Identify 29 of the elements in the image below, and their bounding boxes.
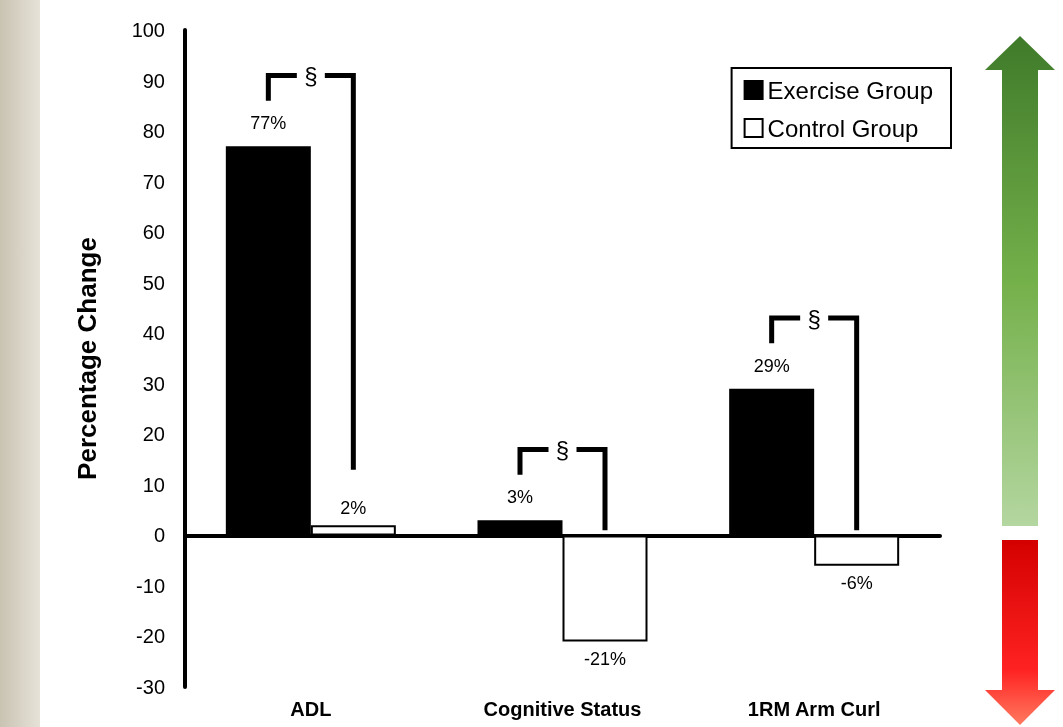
y-tick-label: -30 [136, 676, 165, 698]
y-tick-label: 20 [142, 423, 165, 446]
data-label: -21% [583, 648, 627, 669]
annotation: § [555, 435, 570, 463]
y-tick-label: 100 [131, 19, 165, 41]
data-label: 2% [340, 498, 367, 519]
annotation: § [807, 304, 821, 332]
y-tick-label: 0 [153, 524, 165, 547]
x-tick-label: Cognitive Status [483, 698, 642, 720]
y-tick-label: 80 [142, 120, 165, 143]
legend-label: Control Group [767, 114, 919, 142]
data-label: 77% [250, 113, 287, 134]
y-tick-label: 90 [142, 69, 165, 92]
annotation: § [304, 61, 318, 89]
y-tick-label: -20 [136, 625, 165, 648]
legend-label: Exercise Group [767, 76, 934, 104]
y-tick-label: 70 [142, 170, 165, 193]
x-tick-label: ADL [290, 698, 332, 720]
y-tick-label: 10 [142, 473, 165, 496]
data-label: -6% [840, 572, 873, 593]
data-label: 3% [506, 487, 534, 508]
y-tick-label: 60 [142, 221, 165, 244]
data-label: 29% [753, 355, 790, 376]
x-tick-label: 1RM Arm Curl [747, 698, 881, 720]
y-tick-label: -10 [136, 574, 165, 597]
y-tick-label: 50 [142, 271, 165, 294]
y-tick-label: 30 [142, 372, 165, 395]
y-axis-title: Percentage Change [72, 237, 102, 480]
y-tick-label: 40 [142, 322, 165, 345]
